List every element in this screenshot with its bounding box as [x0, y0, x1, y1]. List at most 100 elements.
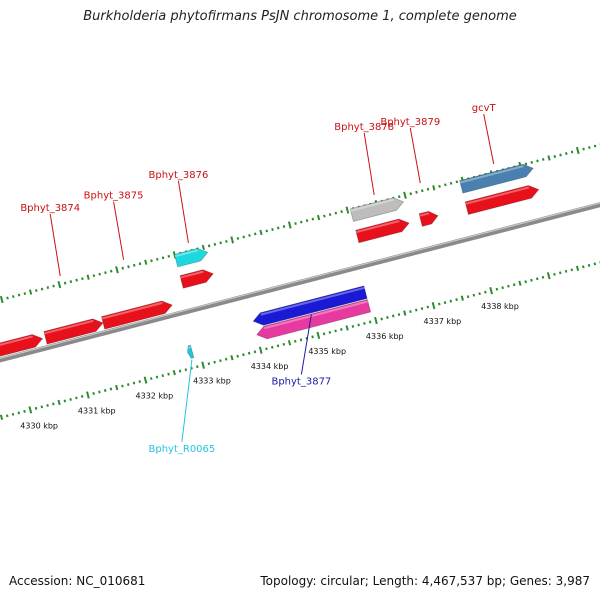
- feature-gcvt[interactable]: [464, 185, 540, 215]
- lower-tick-mark: [161, 374, 165, 378]
- feature-bphyt_r0065[interactable]: [187, 344, 195, 359]
- feature-highlight: [101, 301, 163, 320]
- tick-label: 4334 kbp: [251, 362, 289, 371]
- upper-tick-mark: [316, 214, 321, 221]
- lower-tick-mark: [501, 286, 504, 290]
- feature-rrna-arrow[interactable]: [173, 247, 209, 268]
- lower-tick-mark: [86, 391, 90, 399]
- gene-label-bphyt_3875[interactable]: Bphyt_3875: [84, 191, 144, 202]
- gene-label-bphyt_3874[interactable]: Bphyt_3874: [20, 203, 80, 214]
- lower-tick-mark: [455, 298, 458, 302]
- leader-line: [483, 113, 495, 165]
- upper-tick-mark: [81, 277, 84, 281]
- upper-tick-mark: [271, 228, 274, 231]
- upper-tick-mark: [75, 278, 78, 282]
- lower-tick-mark: [587, 263, 591, 267]
- lower-tick-mark: [242, 353, 245, 357]
- upper-tick-mark: [305, 219, 309, 223]
- lower-tick-mark: [69, 397, 72, 401]
- upper-tick-mark: [259, 229, 263, 236]
- lower-tick-mark: [270, 345, 274, 349]
- upper-tick-mark: [98, 272, 101, 276]
- lower-tick-mark: [276, 344, 280, 348]
- label-layer: 4330 kbp 4331 kbp 4332 kbp 4333 kbp 4334 kbp…: [20, 103, 519, 455]
- feature-pseudo-arrow[interactable]: [349, 197, 405, 222]
- upper-tick-mark: [219, 241, 222, 245]
- upper-tick-mark: [311, 217, 315, 221]
- lower-tick-mark: [564, 269, 568, 273]
- feature-highlight: [350, 198, 395, 212]
- lower-tick-mark: [155, 375, 159, 379]
- lower-tick-mark: [57, 399, 61, 406]
- lower-tick-mark: [46, 403, 49, 407]
- upper-tick-mark: [40, 287, 44, 291]
- feature-bphyt_3877[interactable]: [252, 285, 368, 326]
- lower-tick-mark: [299, 338, 303, 342]
- lower-tick-mark: [524, 280, 527, 284]
- lower-tick-mark: [34, 406, 38, 410]
- upper-tick-mark: [46, 286, 50, 290]
- lower-tick-mark: [414, 308, 418, 312]
- feature-steel-arrow[interactable]: [459, 163, 534, 194]
- gene-label-bphyt_3878[interactable]: Bphyt_3878: [334, 122, 394, 133]
- leader-line: [49, 214, 61, 277]
- upper-tick-mark: [415, 190, 418, 194]
- lower-tick-mark: [80, 395, 84, 398]
- leader-line: [300, 314, 312, 375]
- upper-tick-mark: [167, 254, 171, 258]
- upper-tick-mark: [455, 180, 459, 184]
- feature-bphyt_3875[interactable]: [100, 300, 173, 330]
- lower-tick-mark: [52, 402, 55, 406]
- gene-label-bphyt_r0065[interactable]: Bphyt_R0065: [148, 444, 215, 455]
- feature-highlight: [459, 165, 524, 184]
- lower-tick-mark: [98, 390, 101, 394]
- upper-tick-mark: [265, 229, 269, 233]
- upper-tick-mark: [575, 146, 580, 155]
- backbone-layer: [0, 202, 600, 363]
- lower-tick-mark: [368, 320, 372, 324]
- upper-tick-mark: [11, 295, 15, 298]
- upper-tick-mark: [6, 296, 9, 300]
- lower-tick-mark: [224, 357, 228, 361]
- lead-feature-arrow[interactable]: [0, 334, 44, 357]
- accession-text: Accession: NC_010681: [9, 574, 146, 588]
- lower-tick-mark: [63, 399, 67, 403]
- upper-tick-mark: [565, 152, 568, 155]
- lower-tick-mark: [92, 392, 95, 395]
- feature-bphyt_3876[interactable]: [179, 269, 214, 289]
- upper-tick-mark: [444, 183, 447, 187]
- lower-tick-mark: [138, 380, 142, 384]
- gene-label-gcvt[interactable]: gcvT: [472, 103, 497, 114]
- lower-tick-mark: [75, 396, 78, 400]
- lower-tick-mark: [553, 272, 556, 276]
- lower-tick-mark: [397, 313, 401, 316]
- upper-tick-mark: [547, 155, 551, 161]
- feature-highlight: [264, 300, 369, 330]
- upper-tick-mark: [438, 184, 441, 188]
- upper-tick-mark: [553, 155, 557, 158]
- lower-tick-mark: [126, 383, 130, 387]
- lower-tick-mark: [103, 389, 107, 392]
- gene-label-bphyt_3876[interactable]: Bphyt_3876: [148, 170, 208, 181]
- lower-tick-mark: [201, 361, 205, 369]
- lower-tick-mark: [512, 283, 516, 287]
- upper-tick-mark: [132, 263, 136, 267]
- feature-bphyt_3879[interactable]: [418, 210, 439, 227]
- feature-bphyt_3874[interactable]: [43, 318, 104, 345]
- gene-label-bphyt_3877[interactable]: Bphyt_3877: [271, 376, 331, 387]
- upper-tick-mark: [69, 280, 73, 284]
- feature-highlight: [44, 319, 94, 335]
- lower-tick-mark: [258, 346, 263, 354]
- lower-tick-mark: [460, 295, 464, 301]
- lower-tick-mark: [340, 327, 343, 331]
- lower-tick-mark: [121, 384, 124, 388]
- upper-tick-mark: [294, 222, 297, 225]
- gene-label-bphyt_3879[interactable]: Bphyt_3879: [380, 117, 440, 128]
- lower-tick-mark: [593, 262, 597, 266]
- feature-highlight: [0, 335, 33, 346]
- feature-bphyt_3878[interactable]: [355, 218, 410, 244]
- lower-tick-mark: [489, 287, 493, 295]
- feature-pink-arrow[interactable]: [256, 298, 372, 340]
- upper-tick-mark: [524, 162, 528, 166]
